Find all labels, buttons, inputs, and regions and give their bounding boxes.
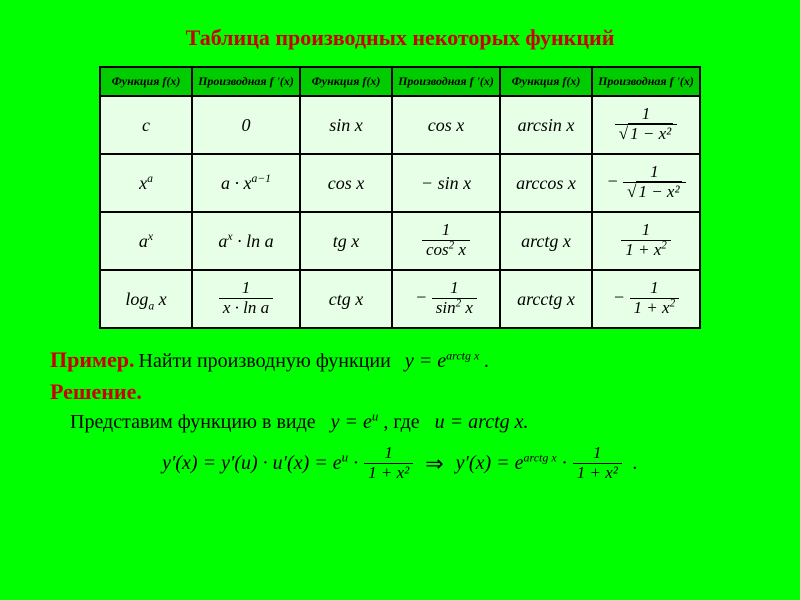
cell-d2: − sin x [392, 154, 500, 212]
cell-d2: − 1sin2 x [392, 270, 500, 328]
cell-f2: sin x [300, 96, 392, 154]
th-deriv-1: Производная f '(x) [192, 67, 300, 96]
cell-f1: c [100, 96, 192, 154]
cell-d2: 1cos2 x [392, 212, 500, 270]
cell-d1: 1x · ln a [192, 270, 300, 328]
table-row: c0sin xcos xarcsin x11 − x² [100, 96, 700, 154]
th-func-1: Функция f(x) [100, 67, 192, 96]
page-title: Таблица производных некоторых функций [0, 0, 800, 66]
cell-f1: ax [100, 212, 192, 270]
cell-f3: arccos x [500, 154, 592, 212]
cell-f2: ctg x [300, 270, 392, 328]
derivation-line: y′(x) = y′(u) · u′(x) = eu · 11 + x² ⇒ y… [0, 444, 800, 483]
cell-f3: arcctg x [500, 270, 592, 328]
th-deriv-2: Производная f '(x) [392, 67, 500, 96]
cell-f1: xa [100, 154, 192, 212]
example-func: y = earctg x . [395, 350, 489, 372]
example-text: Найти производную функции [139, 350, 391, 372]
th-func-2: Функция f(x) [300, 67, 392, 96]
cell-d3: 11 − x² [592, 96, 700, 154]
th-deriv-3: Производная f '(x) [592, 67, 700, 96]
table-body: c0sin xcos xarcsin x11 − x²xaa · xa−1cos… [100, 96, 700, 328]
derivatives-table: Функция f(x) Производная f '(x) Функция … [99, 66, 701, 329]
cell-d1: a · xa−1 [192, 154, 300, 212]
cell-f2: cos x [300, 154, 392, 212]
example-label: Пример. [50, 347, 135, 372]
cell-f2: tg x [300, 212, 392, 270]
cell-d3: 11 + x2 [592, 212, 700, 270]
table-row: loga x1x · ln actg x− 1sin2 xarcctg x− 1… [100, 270, 700, 328]
represent-line: Представим функцию в виде y = eu , где u… [70, 411, 800, 434]
table-row: xaa · xa−1cos x− sin xarccos x− 11 − x² [100, 154, 700, 212]
cell-d1: 0 [192, 96, 300, 154]
cell-d3: − 11 + x2 [592, 270, 700, 328]
cell-f3: arcsin x [500, 96, 592, 154]
solution-label: Решение. [50, 379, 800, 405]
cell-d3: − 11 − x² [592, 154, 700, 212]
cell-d1: ax · ln a [192, 212, 300, 270]
example-block: Пример. Найти производную функции y = ea… [50, 347, 800, 373]
table-row: axax · ln atg x1cos2 xarctg x11 + x2 [100, 212, 700, 270]
cell-f3: arctg x [500, 212, 592, 270]
implies-arrow: ⇒ [425, 451, 443, 477]
cell-d2: cos x [392, 96, 500, 154]
th-func-3: Функция f(x) [500, 67, 592, 96]
cell-f1: loga x [100, 270, 192, 328]
table-header-row: Функция f(x) Производная f '(x) Функция … [100, 67, 700, 96]
